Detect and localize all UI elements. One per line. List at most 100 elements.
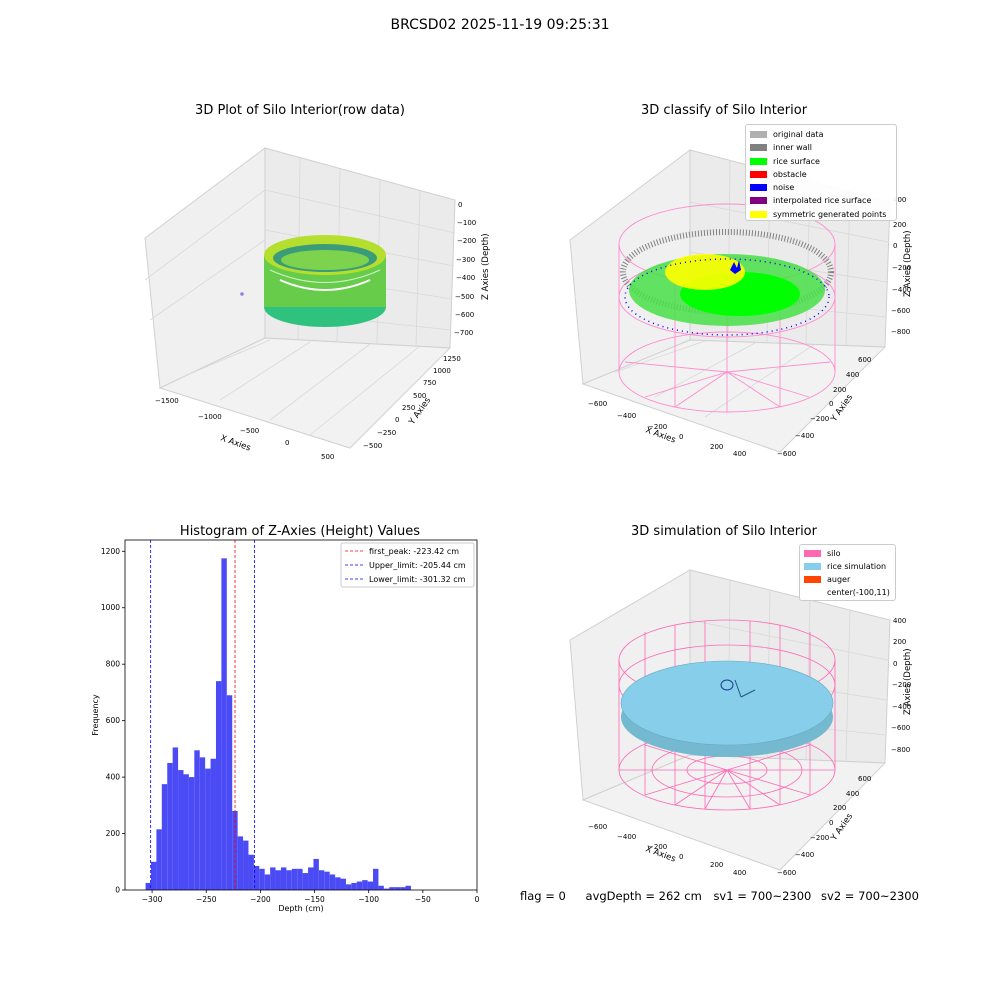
classify-xtick: 200: [710, 443, 723, 451]
legend-entry: noise: [750, 181, 886, 194]
legend-entry: symmetric generated points: [750, 208, 886, 221]
raw-point-cloud: [240, 235, 386, 327]
raw-ytick: 750: [423, 379, 436, 387]
raw-ytick: 1000: [433, 367, 451, 375]
histogram-bar: [270, 867, 276, 890]
histogram-bar: [286, 870, 292, 890]
classify-ytick: −400: [795, 432, 814, 440]
histogram-bar: [243, 840, 249, 890]
histogram-xticks: −300 −250 −200 −150 −100 −50 0: [142, 890, 480, 904]
classify-ztick: 0: [893, 242, 897, 250]
sim-xtick: −200: [648, 843, 667, 851]
histogram-xlabel: Depth (cm): [278, 904, 323, 913]
legend-label: rice surface: [773, 156, 820, 166]
histogram-bar: [373, 868, 379, 890]
raw-ztick: −200: [457, 237, 476, 245]
classify-ytick: 0: [829, 400, 833, 408]
histogram-ytick-label: 1200: [101, 547, 120, 556]
sim-ytick: 200: [833, 804, 846, 812]
raw-ztick: −700: [454, 329, 473, 337]
sim-ztick: −200: [892, 681, 911, 689]
histogram-bar: [291, 868, 298, 890]
histogram-bar: [226, 695, 233, 890]
histogram-bar: [313, 858, 319, 890]
raw-ztick: −600: [455, 311, 474, 319]
raw-3d-plot: −1500 −1000 −500 0 500 −500 −250 0 250 5…: [144, 147, 491, 460]
histogram-chart: −300 −250 −200 −150 −100 −50 0 0 200 400 600 800 10…: [91, 539, 480, 913]
sim-xtick: 400: [733, 869, 746, 877]
status-footer: flag = 0 avgDepth = 262 cm sv1 = 700~230…: [520, 889, 923, 903]
histogram-bar: [275, 870, 281, 890]
histogram-xtick-label: −300: [142, 895, 163, 904]
raw-ztick: 0: [458, 201, 462, 209]
simulation-plot-title: 3D simulation of Silo Interior: [631, 524, 817, 539]
legend-swatch: [750, 170, 767, 178]
histogram-bar: [253, 866, 260, 890]
legend-swatch: [750, 131, 767, 138]
raw-ztick: −500: [455, 293, 474, 301]
classify-xtick: 0: [679, 433, 683, 441]
classify-ztick: 200: [893, 221, 906, 229]
histogram-bar: [210, 758, 216, 890]
histogram-bar: [340, 878, 346, 890]
legend-entry: original data: [750, 128, 886, 141]
histogram-bar: [145, 882, 151, 890]
classify-xtick: −400: [617, 412, 636, 420]
raw-ytick: 1250: [443, 355, 461, 363]
histogram-bar: [221, 558, 227, 890]
raw-xtick: 500: [321, 453, 334, 460]
histogram-bar: [324, 871, 330, 890]
histogram-bar: [264, 874, 271, 890]
classify-plot-title: 3D classify of Silo Interior: [640, 103, 808, 118]
legend-swatch: [750, 144, 767, 152]
legend-label: auger: [827, 575, 851, 584]
histogram-bar: [205, 768, 211, 890]
raw-zlabel: Z Axies (Depth): [481, 233, 491, 300]
histogram-ytick-label: 1000: [101, 603, 120, 612]
histogram-bar: [356, 881, 363, 890]
histogram-bar: [178, 770, 184, 890]
classify-xtick: 400: [733, 450, 746, 458]
sim-ytick: −200: [810, 834, 829, 842]
classify-zlabel: Z Axies (Depth): [903, 230, 913, 297]
histogram-bar: [345, 884, 352, 890]
histogram-bar: [367, 881, 374, 890]
sim-xtick: −600: [588, 823, 607, 831]
histogram-bar: [188, 777, 195, 890]
sv2-text: sv2 = 700~2300: [821, 889, 919, 903]
legend-entry: rice surface: [750, 155, 886, 168]
histogram-bar: [167, 762, 173, 890]
histogram-xtick-label: −150: [304, 895, 325, 904]
raw-ytick: −500: [363, 442, 382, 450]
legend-label: obstacle: [773, 169, 807, 179]
sv1-text: sv1 = 700~2300: [713, 889, 812, 903]
classify-ytick: 600: [858, 356, 871, 364]
histogram-xtick-label: −200: [250, 895, 271, 904]
sim-ztick: 400: [893, 617, 906, 625]
sim-ztick: −800: [891, 746, 910, 754]
histogram-ytick-label: 0: [115, 886, 120, 895]
legend-label: rice simulation: [827, 562, 887, 571]
histogram-xtick-label: −50: [415, 895, 431, 904]
sim-rice-surface: [620, 660, 834, 746]
legend-label: original data: [773, 130, 824, 139]
histogram-bar: [150, 861, 157, 890]
histogram-ylabel: Frequency: [91, 694, 100, 736]
histogram-bar: [351, 882, 357, 890]
histogram-yticks: 0 200 400 600 800 1000 1200: [101, 547, 125, 895]
raw-xtick: −1500: [155, 397, 179, 405]
sim-auger: [720, 679, 756, 698]
legend-label: inner wall: [773, 143, 813, 153]
legend-label: silo: [827, 549, 841, 558]
raw-xtick: 0: [285, 439, 289, 447]
sim-ztick: 200: [893, 638, 906, 646]
classify-ztick: −800: [891, 328, 910, 336]
histogram-bar: [318, 870, 325, 890]
legend-entry: obstacle: [750, 168, 886, 181]
legend-entry: inner wall: [750, 141, 886, 154]
raw-xlabel: X Axies: [219, 433, 252, 453]
classify-ytick: −600: [777, 450, 796, 458]
sim-ytick: −600: [777, 869, 796, 877]
histogram-bar: [297, 868, 303, 890]
classify-legend: original data inner wall rice surface ob…: [745, 124, 897, 221]
